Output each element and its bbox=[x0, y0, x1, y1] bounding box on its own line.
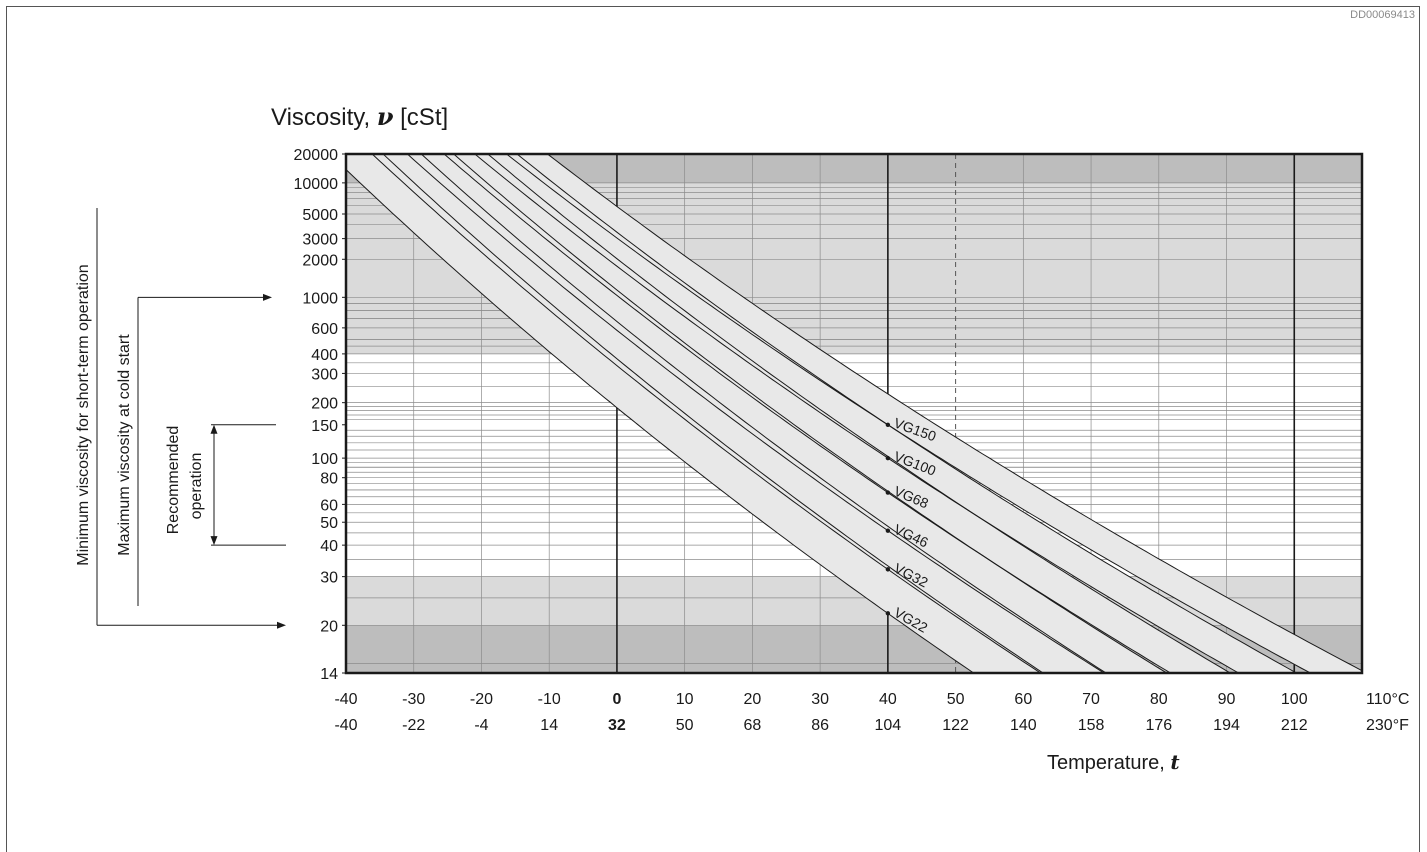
max-viscosity-label: Maximum viscosity at cold start bbox=[116, 334, 133, 556]
x-tick-label-celsius: 0 bbox=[612, 691, 621, 708]
grade-line-upper-VG22 bbox=[382, 154, 1045, 673]
grade-point-VG150 bbox=[885, 422, 891, 427]
min-viscosity-label: Minimum viscosity for short-term operati… bbox=[75, 264, 92, 565]
y-tick-label: 5000 bbox=[302, 207, 338, 224]
y-tick-label: 60 bbox=[320, 497, 338, 514]
y-tick-label: 20000 bbox=[294, 147, 339, 164]
document-frame bbox=[6, 6, 1420, 852]
x-tick-labels: -40-40-30-22-20-4-1014032105020683086401… bbox=[334, 691, 1409, 734]
x-tick-label-celsius: 10 bbox=[676, 691, 694, 708]
x-tick-label-fahrenheit: -40 bbox=[334, 717, 357, 734]
x-tick-label-fahrenheit: 68 bbox=[744, 717, 762, 734]
y-tick-label: 40 bbox=[320, 538, 338, 555]
y-tick-label: 14 bbox=[320, 666, 338, 683]
y-tick-label: 400 bbox=[311, 347, 338, 364]
x-tick-label-fahrenheit: 230°F bbox=[1366, 717, 1409, 734]
x-tick-label-celsius: 90 bbox=[1218, 691, 1236, 708]
chart-title: Viscosity, ν [cSt] bbox=[271, 102, 448, 131]
grade-line-lower-VG22 bbox=[346, 168, 975, 673]
y-tick-label: 50 bbox=[320, 515, 338, 532]
x-tick-label-fahrenheit: 50 bbox=[676, 717, 694, 734]
plot-border bbox=[344, 152, 1364, 675]
grade-line-upper-VG150 bbox=[546, 154, 1362, 672]
annotation-brackets bbox=[96, 208, 286, 629]
grade-point-VG32 bbox=[885, 567, 891, 572]
grade-point-VG68 bbox=[885, 490, 891, 495]
y-tick-label: 3000 bbox=[302, 232, 338, 249]
x-tick-label-fahrenheit: 32 bbox=[608, 717, 626, 734]
y-tick-label: 2000 bbox=[302, 252, 338, 269]
recommended-operation-label-line2: operation bbox=[188, 453, 205, 520]
viscosity-range-annotations: Minimum viscosity for short-term operati… bbox=[75, 208, 286, 629]
x-tick-label-celsius: -10 bbox=[538, 691, 561, 708]
x-tick-label-celsius: 80 bbox=[1150, 691, 1168, 708]
x-tick-label-fahrenheit: 212 bbox=[1281, 717, 1308, 734]
x-tick-label-celsius: -40 bbox=[334, 691, 357, 708]
x-tick-label-fahrenheit: 122 bbox=[942, 717, 969, 734]
document-code: DD00069413 bbox=[1350, 9, 1415, 21]
x-tick-label-fahrenheit: 104 bbox=[875, 717, 902, 734]
grade-band-VG32 bbox=[372, 154, 1106, 673]
x-tick-label-fahrenheit: 86 bbox=[811, 717, 829, 734]
y-tick-label: 30 bbox=[320, 570, 338, 587]
x-tick-label-fahrenheit: -22 bbox=[402, 717, 425, 734]
y-tick-label: 150 bbox=[311, 418, 338, 435]
x-tick-label-celsius: 30 bbox=[811, 691, 829, 708]
grade-point-VG100 bbox=[885, 455, 891, 461]
x-tick-label-celsius: 110°C bbox=[1366, 691, 1409, 708]
x-tick-label-fahrenheit: 158 bbox=[1078, 717, 1105, 734]
x-tick-label-fahrenheit: 176 bbox=[1145, 717, 1172, 734]
grade-line-upper-VG46 bbox=[452, 154, 1168, 673]
x-tick-label-celsius: 50 bbox=[947, 691, 965, 708]
grade-band-VG150 bbox=[506, 154, 1362, 673]
x-tick-label-fahrenheit: -4 bbox=[474, 717, 488, 734]
grade-line-upper-VG68 bbox=[486, 154, 1232, 673]
grade-point-VG22 bbox=[885, 611, 891, 616]
y-tick-label: 80 bbox=[320, 471, 338, 488]
grade-lines bbox=[346, 154, 1362, 673]
x-tick-label-celsius: 60 bbox=[1014, 691, 1032, 708]
grade-line-lower-VG150 bbox=[505, 154, 1312, 673]
y-tick-label: 20 bbox=[320, 618, 338, 635]
y-tick-label: 200 bbox=[311, 396, 338, 413]
x-tick-label-fahrenheit: 194 bbox=[1213, 717, 1240, 734]
y-tick-label: 300 bbox=[311, 366, 338, 383]
x-tick-label-celsius: 100 bbox=[1281, 691, 1308, 708]
x-tick-label-celsius: 40 bbox=[879, 691, 897, 708]
x-tick-label-celsius: -30 bbox=[402, 691, 425, 708]
grade-line-lower-VG100 bbox=[474, 154, 1240, 673]
x-tick-label-fahrenheit: 140 bbox=[1010, 717, 1037, 734]
y-tick-label: 600 bbox=[311, 321, 338, 338]
x-tick-label-celsius: -20 bbox=[470, 691, 493, 708]
recommended-operation-label-line1: Recommended bbox=[165, 426, 182, 535]
grade-line-upper-VG32 bbox=[420, 154, 1107, 673]
y-tick-label: 10000 bbox=[294, 176, 339, 193]
x-axis-label: Temperature, t bbox=[1047, 750, 1180, 774]
x-tick-label-celsius: 20 bbox=[744, 691, 762, 708]
y-tick-label: 1000 bbox=[302, 290, 338, 307]
grade-band-VG46 bbox=[407, 154, 1167, 673]
grade-line-lower-VG68 bbox=[443, 154, 1172, 673]
x-tick-label-fahrenheit: 14 bbox=[540, 717, 558, 734]
x-tick-label-celsius: 70 bbox=[1082, 691, 1100, 708]
y-tick-label: 100 bbox=[311, 451, 338, 468]
grade-line-lower-VG46 bbox=[406, 154, 1106, 673]
grade-line-upper-VG100 bbox=[516, 154, 1298, 673]
grade-line-lower-VG32 bbox=[371, 154, 1042, 673]
grade-point-VG46 bbox=[885, 528, 891, 533]
